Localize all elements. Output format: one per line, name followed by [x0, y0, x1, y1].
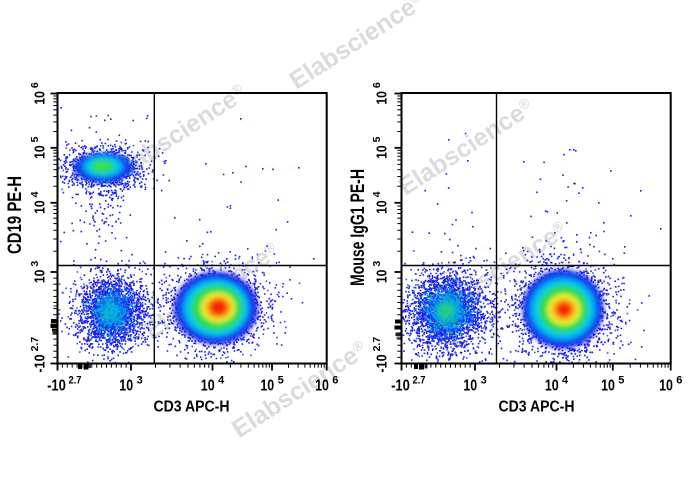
svg-text:10: 10 — [375, 145, 391, 159]
svg-text:4: 4 — [218, 375, 225, 387]
svg-text:10: 10 — [119, 378, 133, 395]
svg-text:-10: -10 — [47, 378, 66, 395]
svg-text:-10: -10 — [391, 378, 410, 395]
svg-text:3: 3 — [371, 261, 383, 267]
svg-text:4: 4 — [562, 375, 569, 387]
svg-text:10: 10 — [545, 378, 559, 395]
svg-text:10: 10 — [375, 200, 391, 214]
svg-text:10: 10 — [33, 145, 49, 159]
svg-text:10: 10 — [463, 378, 477, 395]
svg-text:10: 10 — [375, 91, 391, 105]
svg-text:CD3 APC-H: CD3 APC-H — [499, 399, 575, 416]
svg-text:10: 10 — [201, 378, 215, 395]
svg-text:6: 6 — [29, 82, 41, 88]
svg-text:10: 10 — [601, 378, 615, 395]
svg-text:6: 6 — [676, 375, 682, 387]
svg-text:CD19 PE-H: CD19 PE-H — [5, 176, 26, 254]
svg-text:2.7: 2.7 — [371, 337, 383, 352]
svg-text:10: 10 — [315, 378, 329, 395]
svg-text:10: 10 — [33, 91, 49, 105]
svg-text:2.7: 2.7 — [69, 375, 82, 387]
svg-text:-10: -10 — [33, 354, 49, 372]
svg-text:3: 3 — [29, 261, 41, 267]
svg-text:6: 6 — [332, 375, 338, 387]
svg-text:5: 5 — [371, 136, 383, 142]
svg-text:CD3 APC-H: CD3 APC-H — [154, 399, 230, 416]
svg-text:2.7: 2.7 — [413, 375, 426, 387]
svg-text:-10: -10 — [375, 354, 391, 372]
svg-text:4: 4 — [371, 191, 383, 197]
svg-text:3: 3 — [137, 375, 143, 387]
svg-text:2.7: 2.7 — [29, 337, 41, 352]
svg-text:5: 5 — [278, 375, 284, 387]
svg-text:Mouse IgG1 PE-H: Mouse IgG1 PE-H — [348, 169, 369, 286]
svg-text:10: 10 — [260, 378, 274, 395]
svg-text:3: 3 — [481, 375, 487, 387]
svg-text:10: 10 — [659, 378, 673, 395]
svg-text:10: 10 — [33, 200, 49, 214]
svg-text:4: 4 — [29, 191, 41, 197]
svg-text:5: 5 — [618, 375, 624, 387]
svg-text:5: 5 — [29, 136, 41, 142]
svg-text:10: 10 — [33, 270, 49, 284]
svg-text:10: 10 — [375, 270, 391, 284]
svg-text:6: 6 — [371, 82, 383, 88]
